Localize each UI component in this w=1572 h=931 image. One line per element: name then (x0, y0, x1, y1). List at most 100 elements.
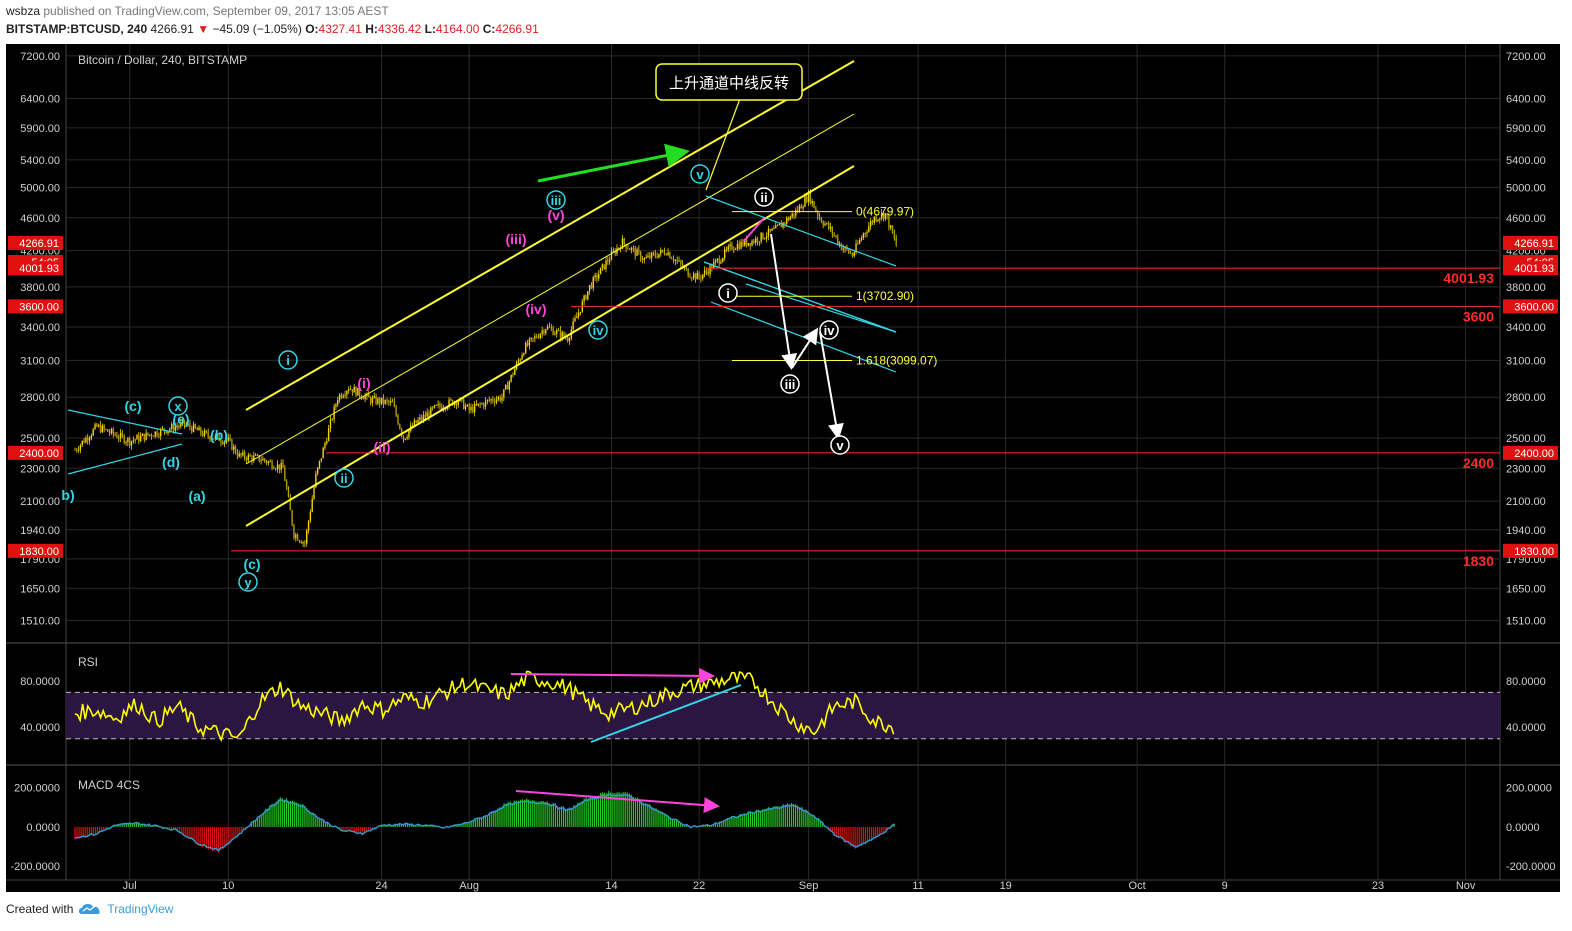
candle-body (468, 404, 470, 411)
candle-body (441, 406, 443, 410)
candle-body (149, 434, 151, 436)
tradingview-link[interactable]: TradingView (107, 902, 174, 916)
candle-body (683, 267, 686, 269)
candle-body (271, 461, 273, 469)
candle-body (196, 428, 198, 431)
candle-body (548, 326, 551, 328)
candle-body (169, 428, 171, 431)
candle-body (612, 250, 615, 252)
candle-body (711, 265, 713, 269)
candle-body (216, 434, 218, 436)
candle-body (665, 254, 667, 256)
candle-body (114, 433, 116, 436)
candle-body (247, 454, 250, 461)
candle-body (282, 463, 284, 468)
candle-body (754, 238, 757, 243)
candle-body (703, 270, 706, 275)
candle-body (189, 423, 191, 428)
candle-body (74, 449, 76, 451)
candle-body (473, 403, 476, 413)
candle-body (406, 437, 408, 439)
candle-body (627, 248, 629, 250)
candle-body (506, 384, 509, 390)
candle-body (638, 249, 640, 252)
callout-text: 上升通道中线反转 (669, 74, 789, 92)
y-tick-label-right: 1510.00 (1506, 615, 1546, 627)
candle-body (222, 442, 224, 444)
wave-label-magenta: (iii) (506, 231, 527, 247)
candle-body (116, 435, 118, 438)
wave-label-cyan: (c) (243, 556, 260, 572)
wave-label-magenta: (i) (357, 375, 370, 391)
down-arrow-icon: ▼ (197, 22, 210, 36)
y-tick-label-right: 4600.00 (1506, 213, 1546, 225)
candle-body (826, 223, 828, 224)
price-badge (8, 445, 63, 460)
candle-body (539, 333, 542, 338)
candle-body (745, 239, 748, 246)
chart-title: Bitcoin / Dollar, 240, BITSTAMP (78, 53, 247, 67)
candle-body (751, 240, 753, 246)
candle-body (269, 461, 271, 463)
y-tick-label-right: 2100.00 (1506, 496, 1546, 508)
candle-body (508, 381, 510, 390)
candle-body (546, 326, 549, 330)
chart-svg[interactable]: Jul1024Aug1422Sep1119Oct923Nov13211510.0… (6, 44, 1560, 892)
y-tick-label-right: 1940.00 (1506, 525, 1546, 537)
candle-body (822, 222, 824, 226)
candle-body (685, 267, 688, 269)
y-tick-label-left: 5000.00 (20, 183, 60, 195)
candle-body (382, 397, 385, 404)
wave-iv-arrow (791, 327, 819, 369)
candle-body (185, 424, 187, 426)
candle-body (504, 384, 507, 390)
fib-label: 0(4679.97) (856, 205, 914, 219)
candle-body (302, 542, 304, 544)
candle-body (200, 427, 202, 434)
candle-body (85, 437, 87, 443)
fib-label: 1(3702.90) (856, 289, 914, 303)
wave-label-cyan: (a) (188, 488, 205, 504)
candle-body (574, 318, 576, 322)
price-badge-text: 3600.00 (1514, 301, 1554, 313)
x-tick-label: Aug (459, 880, 479, 892)
candle-body (83, 440, 85, 443)
wave-label-cyan: (b) (210, 427, 228, 443)
candle-body (702, 274, 704, 279)
candle-body (214, 435, 217, 439)
candle-body (340, 394, 343, 398)
candle-body (147, 432, 149, 436)
candle-body (888, 216, 890, 228)
candle-body (362, 397, 364, 400)
candle-body (866, 231, 868, 234)
candle-body (652, 252, 655, 254)
candle-body (202, 433, 204, 436)
rsi-tick-label: 40.0000 (1506, 722, 1546, 734)
candle-body (753, 240, 755, 243)
author-name[interactable]: wsbza (6, 4, 41, 18)
candle-body (316, 467, 319, 474)
candle-body (470, 407, 472, 411)
candle-body (532, 337, 534, 339)
candle-body (669, 252, 671, 258)
candle-body (658, 253, 660, 258)
candle-body (220, 441, 222, 443)
candle-body (610, 251, 613, 260)
candle-body (335, 404, 337, 407)
candle-body (483, 403, 485, 407)
macd-tick-label: 0.0000 (1506, 822, 1540, 834)
channel-upper-line (245, 60, 855, 411)
candle-body (860, 237, 863, 241)
candle-body (227, 437, 229, 441)
candle-body (455, 402, 458, 405)
chart-area[interactable]: Jul1024Aug1422Sep1119Oct923Nov13211510.0… (6, 44, 1560, 892)
candle-body (448, 399, 450, 408)
y-tick-label-left: 5400.00 (20, 155, 60, 167)
candle-body (477, 403, 479, 406)
candle-body (645, 257, 647, 259)
candle-body (337, 400, 339, 405)
candle-body (267, 461, 270, 464)
candle-body (194, 424, 197, 429)
candle-body (857, 243, 859, 245)
candle-body (96, 424, 98, 427)
